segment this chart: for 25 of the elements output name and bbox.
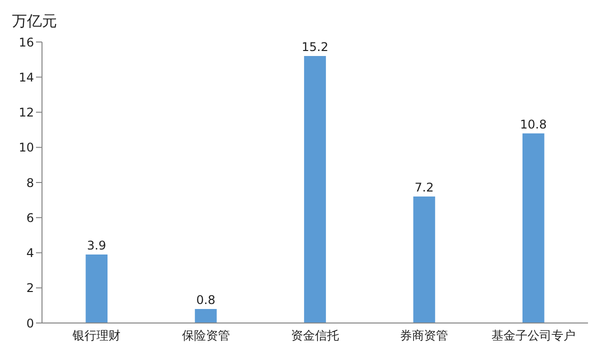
data-label: 3.9: [87, 238, 106, 253]
data-label: 15.2: [302, 40, 328, 54]
y-tick-label: 0: [26, 316, 34, 330]
y-tick-label: 8: [26, 176, 34, 190]
y-tick-label: 14: [18, 70, 34, 84]
y-tick-label: 4: [26, 246, 34, 260]
bar: [413, 196, 436, 323]
x-tick-label: 银行理财: [72, 328, 121, 343]
y-tick-label: 12: [18, 106, 34, 120]
y-axis-title: 万亿元: [12, 12, 57, 31]
data-label: 0.8: [196, 292, 216, 307]
bar: [194, 308, 217, 323]
y-tick-label: 6: [26, 210, 34, 225]
x-tick-label: 资金信托: [291, 328, 339, 343]
data-label: 10.8: [520, 117, 547, 132]
bar: [86, 254, 108, 323]
x-tick-label: 保险资管: [182, 328, 230, 343]
data-label: 7.2: [414, 180, 434, 195]
y-tick-label: 10: [18, 140, 34, 155]
bar: [522, 133, 544, 323]
y-tick-label: 2: [26, 281, 34, 296]
x-tick-label: 券商资管: [400, 328, 448, 343]
bar: [304, 56, 326, 323]
x-tick-label: 基金子公司专户: [491, 328, 576, 343]
y-tick-label: 16: [18, 35, 34, 50]
